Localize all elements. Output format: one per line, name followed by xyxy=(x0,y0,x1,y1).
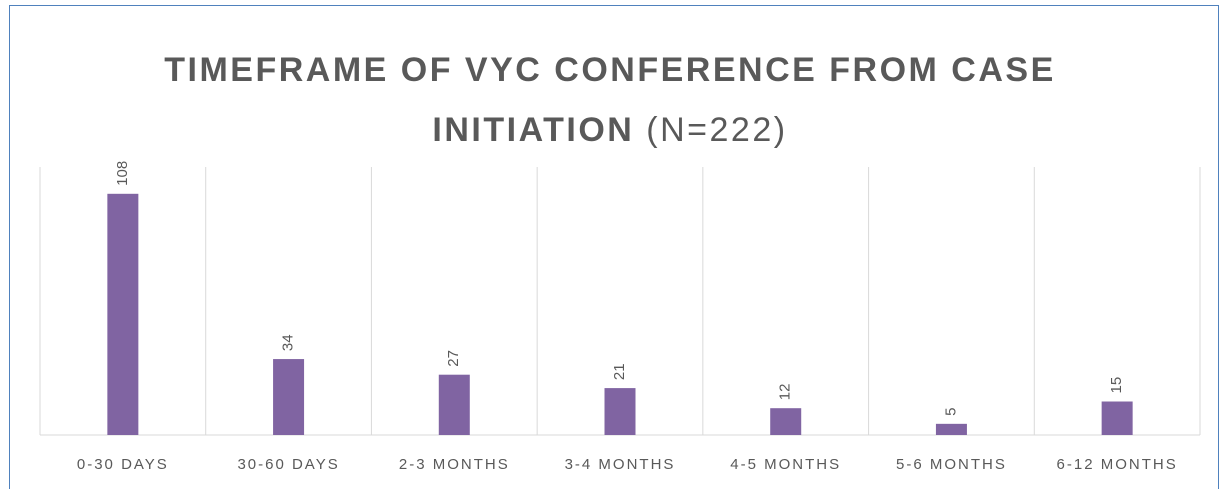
chart-title: TIMEFRAME OF VYC CONFERENCE FROM CASE IN… xyxy=(164,51,1056,149)
bar xyxy=(273,359,305,435)
data-label: 27 xyxy=(445,350,462,367)
bar xyxy=(935,423,967,435)
data-label: 108 xyxy=(114,161,131,186)
data-label: 15 xyxy=(1108,377,1125,394)
x-tick-label: 2-3 MONTHS xyxy=(399,456,510,473)
chart-title-block: TIMEFRAME OF VYC CONFERENCE FROM CASE IN… xyxy=(110,40,1110,160)
data-label: 21 xyxy=(611,363,628,380)
bar xyxy=(604,388,636,435)
data-label: 5 xyxy=(942,407,959,415)
x-tick-label: 6-12 MONTHS xyxy=(1057,456,1178,473)
bar xyxy=(1101,401,1133,435)
data-label: 12 xyxy=(777,384,794,401)
chart-border xyxy=(9,5,1219,489)
bar xyxy=(438,374,470,435)
bar xyxy=(107,193,139,435)
x-tick-label: 0-30 DAYS xyxy=(77,456,169,473)
chart-title-note: (N=222) xyxy=(646,111,788,149)
data-label: 34 xyxy=(280,334,297,351)
bar xyxy=(770,408,802,435)
x-tick-label: 5-6 MONTHS xyxy=(896,456,1007,473)
x-tick-label: 30-60 DAYS xyxy=(237,456,339,473)
x-tick-label: 4-5 MONTHS xyxy=(730,456,841,473)
x-tick-label: 3-4 MONTHS xyxy=(565,456,676,473)
